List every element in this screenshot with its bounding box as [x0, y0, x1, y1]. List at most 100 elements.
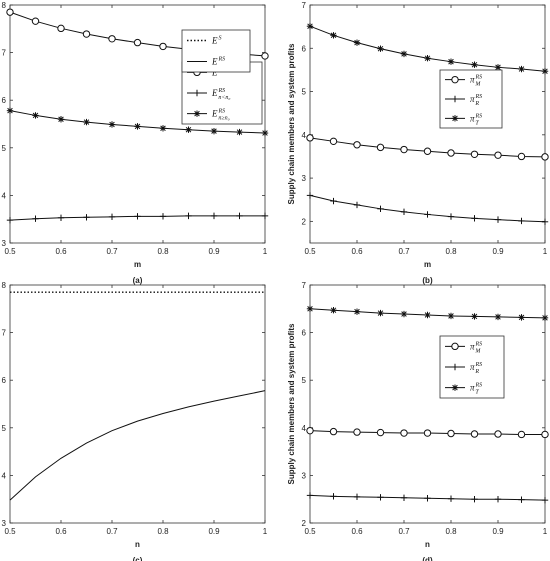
x-tick-label: 0.5	[304, 247, 316, 256]
legend-label-2: ERS n<n₀	[211, 88, 231, 101]
series-3	[306, 305, 549, 322]
data-point-d2	[7, 107, 13, 114]
data-point	[353, 201, 361, 209]
data-point	[353, 493, 361, 501]
data-point-d2	[160, 125, 166, 132]
data-point-d2	[377, 310, 384, 316]
data-point	[6, 216, 14, 224]
data-point	[134, 123, 141, 130]
data-point	[471, 313, 478, 320]
x-tick-label: 0.7	[398, 247, 410, 256]
legend-box	[181, 29, 251, 73]
data-point	[518, 314, 525, 321]
plot-frame	[9, 4, 266, 244]
x-tick-label: 0.5	[304, 527, 316, 536]
x-tick-label: 0.8	[157, 247, 169, 256]
data-point	[400, 145, 408, 154]
data-point	[353, 428, 361, 436]
data-point	[518, 496, 525, 503]
y-tick-label: 5	[2, 424, 7, 433]
data-point	[423, 147, 432, 155]
data-point	[494, 496, 502, 503]
data-point	[330, 197, 337, 205]
x-tick-label: 1	[543, 527, 548, 536]
data-point	[517, 430, 526, 439]
data-point	[424, 55, 431, 62]
data-point-d2	[495, 314, 501, 320]
series-line	[9, 390, 266, 501]
x-tick-label: 1	[263, 247, 268, 256]
series-line	[309, 25, 546, 72]
legend: πRS M πRS R πRS T	[439, 69, 503, 129]
y-tick-label: 3	[302, 471, 307, 480]
data-point-d2	[211, 128, 217, 134]
data-point	[236, 212, 243, 220]
data-point	[159, 42, 167, 51]
legend: ES ERS	[181, 29, 251, 73]
data-point-d2	[262, 130, 268, 136]
data-point	[447, 429, 455, 438]
y-tick-label: 3	[302, 174, 307, 183]
legend-marker-2	[451, 363, 459, 371]
data-point-d2	[471, 61, 478, 68]
y-tick-label: 6	[302, 44, 307, 53]
data-point	[447, 213, 455, 220]
data-point	[329, 427, 338, 436]
y-tick-label: 7	[2, 49, 7, 58]
data-point	[470, 150, 479, 158]
data-point	[494, 151, 502, 159]
y-tick-label: 7	[302, 1, 307, 10]
panel-label: (b)	[422, 276, 433, 285]
data-point	[108, 213, 116, 221]
data-point-d2	[401, 51, 407, 57]
y-tick-label: 3	[2, 239, 7, 248]
data-point	[353, 308, 361, 315]
x-tick-label: 1	[263, 527, 268, 536]
data-point	[518, 65, 525, 73]
y-tick-label: 4	[302, 131, 307, 140]
data-point	[108, 35, 116, 43]
data-point-d2	[424, 312, 431, 318]
y-tick-label: 7	[302, 281, 307, 290]
y-tick-label: 6	[2, 376, 7, 385]
data-point	[108, 121, 116, 128]
y-axis-label: Supply chain members and system profits	[287, 323, 296, 484]
data-point-d2	[354, 39, 360, 46]
data-point-d2	[424, 55, 431, 61]
series-2	[306, 492, 549, 504]
data-point	[447, 58, 455, 65]
legend-marker-3	[451, 384, 459, 391]
legend-marker-3-d2	[194, 110, 200, 117]
data-point	[261, 129, 269, 137]
legend-marker-3	[193, 110, 201, 117]
data-point-d2	[542, 68, 548, 74]
data-point	[377, 205, 384, 213]
data-point	[541, 496, 549, 504]
legend-label-3: πRS T	[470, 113, 482, 126]
y-tick-label: 7	[2, 329, 7, 338]
series-2	[6, 212, 269, 224]
data-point-d2	[32, 112, 39, 119]
data-point	[83, 118, 90, 126]
plot-frame	[309, 284, 546, 524]
data-point	[185, 126, 192, 133]
data-point	[82, 30, 91, 38]
legend-label-3: ERS n≥n₀	[211, 109, 230, 122]
data-point	[306, 192, 314, 199]
x-tick-label: 0.9	[492, 527, 504, 536]
data-point	[541, 68, 549, 75]
y-tick-label: 8	[2, 1, 7, 10]
data-point	[471, 496, 478, 503]
legend-label-1: ES	[211, 36, 222, 46]
legend-label-2: πRS R	[470, 362, 482, 375]
data-point-d2	[330, 307, 337, 313]
data-point-d2	[330, 32, 337, 39]
y-tick-label: 5	[2, 144, 7, 153]
data-point-d2	[83, 119, 90, 125]
x-axis-label: m	[424, 260, 431, 269]
data-point-d2	[495, 64, 501, 71]
data-point	[330, 32, 337, 39]
data-point-d2	[448, 58, 454, 65]
x-tick-label: 0.8	[445, 527, 457, 536]
data-point	[541, 153, 549, 161]
